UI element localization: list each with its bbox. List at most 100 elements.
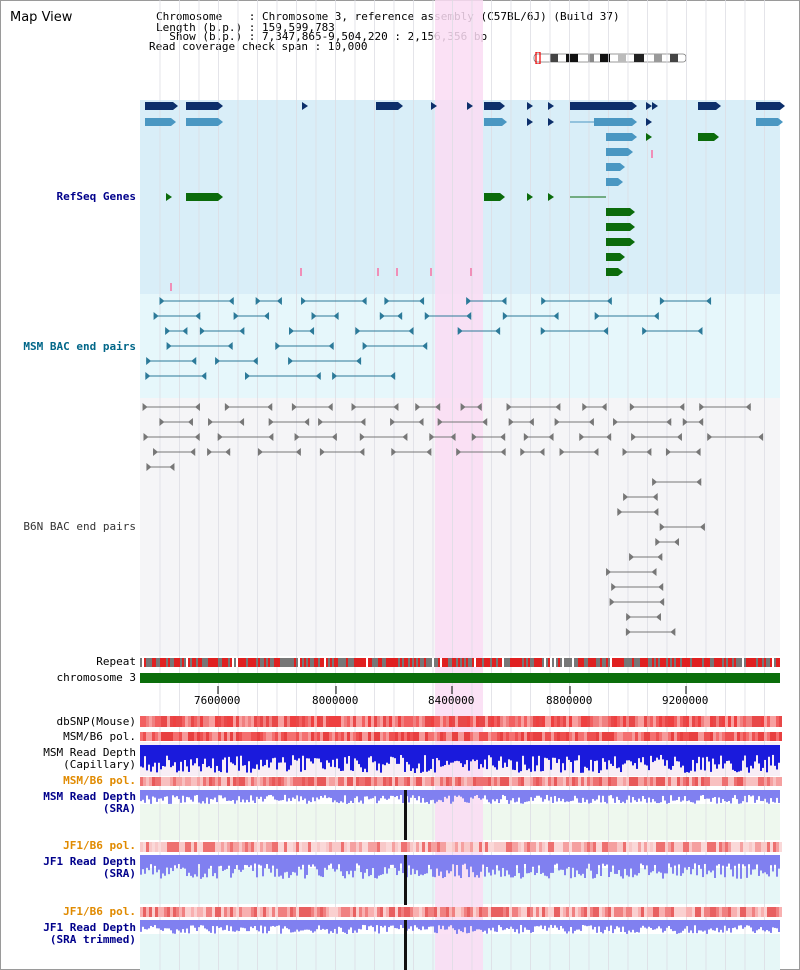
heat-cell (176, 716, 179, 727)
gene-feature[interactable] (756, 102, 780, 110)
depth-bar (396, 855, 398, 876)
heat-cell (485, 842, 488, 852)
gene-feature[interactable] (186, 118, 218, 126)
heat-cell (203, 842, 206, 852)
heat-cell (530, 732, 533, 741)
repeat-element (586, 658, 588, 667)
depth-bar (628, 920, 630, 931)
gene-feature[interactable] (606, 253, 620, 261)
heat-cell (707, 777, 710, 786)
heat-cell (326, 907, 329, 917)
depth-bar (334, 745, 336, 768)
refseq-genes-track[interactable] (145, 102, 785, 291)
depth-bar (380, 745, 382, 773)
gene-arrow-icon (218, 118, 223, 126)
bac-end-icon (224, 403, 230, 411)
heat-cell (662, 842, 665, 852)
gene-feature[interactable] (606, 148, 628, 156)
depth-bar (670, 855, 672, 868)
heat-cell (218, 777, 221, 786)
depth-bar (326, 855, 328, 870)
gene-arrow-icon (548, 118, 554, 126)
repeat-track[interactable] (140, 658, 780, 667)
gene-feature[interactable] (698, 133, 714, 141)
chromosome-bar[interactable] (140, 673, 780, 683)
heat-cell (671, 716, 674, 727)
gene-feature[interactable] (606, 268, 618, 276)
jf1-pol-track-1[interactable] (140, 842, 782, 852)
gene-feature[interactable] (570, 102, 632, 110)
heat-cell (440, 842, 443, 852)
heat-cell (347, 732, 350, 741)
depth-bar (622, 855, 624, 879)
heat-cell (518, 716, 521, 727)
bac-end-icon (194, 433, 200, 441)
depth-bar (584, 855, 586, 878)
repeat-element (482, 658, 484, 667)
track-label-jf1-depth-sub: (SRA) (102, 867, 136, 880)
gene-feature[interactable] (484, 102, 500, 110)
msm-depth-capillary-track[interactable] (140, 745, 780, 773)
heat-cell (401, 732, 404, 741)
dbsnp-heat-track[interactable] (140, 716, 782, 727)
heat-cell (626, 842, 629, 852)
bac-end-icon (579, 433, 585, 441)
bac-end-icon (500, 433, 506, 441)
msm-bac-track[interactable] (145, 297, 712, 380)
gene-feature[interactable] (606, 163, 620, 171)
gene-arrow-icon (780, 102, 785, 110)
gene-feature[interactable] (145, 102, 173, 110)
heat-cell (374, 777, 377, 786)
heat-cell (149, 777, 152, 786)
depth-bar (588, 920, 590, 926)
repeat-element (286, 658, 288, 667)
depth-bar (644, 745, 646, 765)
gene-feature[interactable] (484, 193, 500, 201)
gene-feature[interactable] (594, 118, 632, 126)
heat-cell (581, 777, 584, 786)
heat-cell (317, 907, 320, 917)
jf1-depth-track[interactable] (140, 855, 780, 879)
chromosome-ideogram[interactable] (530, 52, 690, 64)
repeat-element (390, 658, 392, 667)
jf1-trimmed-depth-track[interactable] (140, 920, 780, 934)
gene-feature[interactable] (606, 133, 632, 141)
gene-feature[interactable] (756, 118, 778, 126)
gene-feature[interactable] (698, 102, 716, 110)
gene-feature[interactable] (606, 223, 630, 231)
gene-feature[interactable] (145, 118, 171, 126)
depth-bar (564, 855, 566, 876)
depth-bar (408, 855, 410, 866)
repeat-element (516, 658, 518, 667)
gene-feature[interactable] (606, 238, 630, 246)
gene-feature[interactable] (186, 102, 218, 110)
depth-bar (462, 920, 464, 933)
gene-feature[interactable] (186, 193, 218, 201)
depth-bar (342, 855, 344, 876)
depth-bar (504, 920, 506, 930)
depth-bar (482, 790, 484, 799)
heat-cell (734, 777, 737, 786)
gene-feature[interactable] (484, 118, 502, 126)
heat-cell (752, 716, 755, 727)
msm-pol-track-1[interactable] (140, 732, 782, 741)
gene-feature[interactable] (606, 208, 630, 216)
b6n-bac-track[interactable] (142, 403, 764, 636)
gene-feature[interactable] (606, 178, 618, 186)
depth-bar (414, 745, 416, 773)
heat-cell (332, 777, 335, 786)
depth-bar (472, 920, 474, 932)
depth-bar (202, 855, 204, 878)
bac-end-icon (360, 418, 366, 426)
jf1-pol-track-2[interactable] (140, 907, 782, 917)
depth-bar (756, 855, 758, 865)
gene-feature[interactable] (376, 102, 398, 110)
depth-bar (284, 790, 286, 795)
heat-cell (416, 907, 419, 917)
msm-pol-track-2[interactable] (140, 777, 782, 786)
msm-depth-sra-track[interactable] (140, 790, 780, 804)
depth-bar (468, 920, 470, 933)
highlight-region[interactable] (435, 0, 483, 970)
depth-bar (146, 855, 148, 868)
